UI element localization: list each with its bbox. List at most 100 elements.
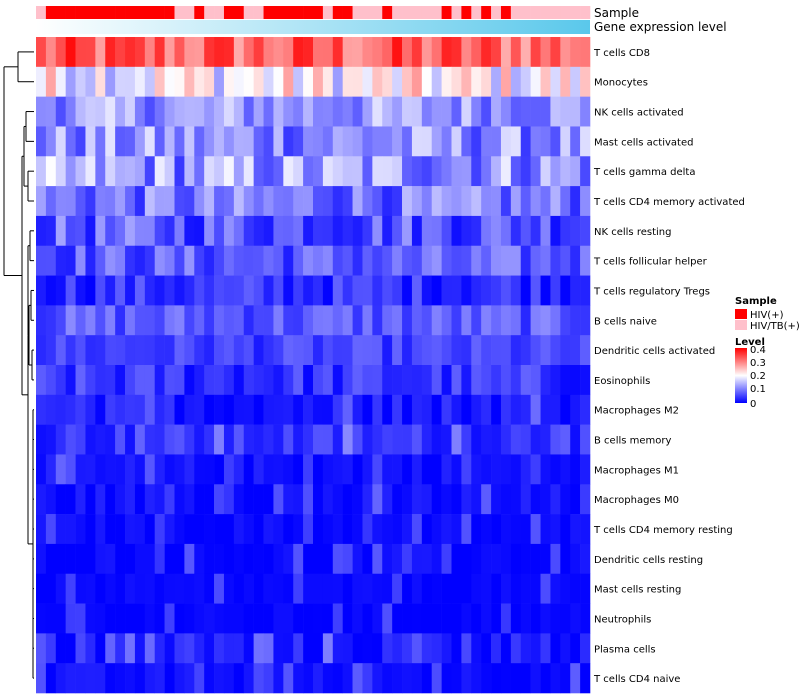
heatmap-cell	[233, 215, 245, 247]
heatmap-cell	[85, 96, 96, 127]
sample-annotation-cell	[134, 6, 146, 19]
row-labels: T cells CD8 Monocytes NK cells activated Ma…	[593, 48, 745, 685]
heatmap-cell	[313, 543, 324, 575]
heatmap-cell	[332, 37, 343, 68]
heatmap-cell	[580, 514, 591, 545]
sample-annotation-cell	[421, 6, 433, 19]
sample-annotation-cell	[154, 6, 165, 19]
heatmap-cell	[125, 484, 136, 515]
heatmap-cell	[36, 424, 47, 455]
heatmap-cell	[510, 573, 522, 604]
heatmap-cell	[352, 156, 363, 187]
heatmap-cell	[392, 365, 403, 396]
heatmap-cell	[382, 66, 393, 97]
heatmap-cell	[293, 603, 304, 634]
heatmap-cell	[273, 275, 284, 306]
heatmap-cell	[392, 156, 403, 187]
heatmap-cell	[411, 335, 423, 366]
heatmap-cell	[36, 484, 47, 515]
heatmap-cell	[174, 215, 185, 247]
heatmap-cell	[223, 454, 235, 485]
heatmap-cell	[500, 514, 512, 545]
heatmap-cell	[36, 126, 47, 157]
heatmap-cell	[402, 663, 413, 694]
heatmap-cell	[303, 156, 314, 187]
heatmap-cell	[144, 305, 156, 336]
heatmap-cell	[45, 365, 57, 396]
heatmap-cell	[491, 186, 502, 217]
heatmap-cell	[204, 454, 215, 485]
heatmap-cell	[204, 96, 215, 127]
heatmap-cell	[451, 633, 462, 664]
heatmap-cell	[313, 514, 324, 545]
heatmap-cell	[441, 633, 452, 664]
heatmap-cell	[461, 454, 472, 485]
heatmap-cell	[174, 96, 185, 127]
heatmap-cell	[570, 365, 581, 396]
heatmap-cell	[144, 186, 156, 217]
heatmap-cell	[510, 215, 522, 247]
heatmap-cell	[540, 96, 551, 127]
heatmap-cell	[273, 305, 284, 336]
heatmap-cell	[194, 245, 205, 276]
heatmap-cell	[481, 543, 492, 575]
heatmap-cell	[411, 454, 423, 485]
heatmap-cell	[322, 484, 334, 515]
heatmap-cell	[471, 275, 482, 306]
heatmap-cell	[85, 603, 96, 634]
heatmap-cell	[36, 96, 47, 127]
heatmap-cell	[510, 543, 522, 575]
sample-annotation-cell	[362, 6, 373, 19]
heatmap-cell	[481, 275, 492, 306]
heatmap-cell	[362, 365, 373, 396]
heatmap-cell	[313, 66, 324, 97]
heatmap-cell	[184, 633, 195, 664]
heatmap-cell	[45, 215, 57, 247]
heatmap-cell	[580, 305, 591, 336]
heatmap-cell	[560, 633, 571, 664]
heatmap-cell	[95, 633, 106, 664]
heatmap-cell	[580, 394, 591, 425]
sample-annotation-cell	[352, 6, 363, 19]
heatmap-cell	[402, 603, 413, 634]
heatmap-cell	[431, 454, 442, 485]
sample-annotation-cell	[164, 6, 175, 19]
heatmap-cell	[560, 365, 571, 396]
heatmap-cell	[560, 66, 571, 97]
heatmap-cell	[362, 543, 373, 575]
heatmap-cell	[402, 335, 413, 366]
heatmap-cell	[55, 365, 66, 396]
heatmap-cell	[451, 245, 462, 276]
heatmap-cell	[491, 215, 502, 247]
heatmap-cell	[421, 424, 433, 455]
heatmap-cell	[411, 365, 423, 396]
annotation-label-sample: Sample	[594, 6, 639, 20]
heatmap-cell	[372, 37, 383, 68]
heatmap-cell	[392, 603, 403, 634]
heatmap-cell	[75, 603, 86, 634]
sample-annotation-cell	[550, 6, 561, 19]
heatmap-cell	[75, 394, 86, 425]
heatmap-cell	[491, 543, 502, 575]
heatmap-cell	[85, 156, 96, 187]
heatmap-cell	[75, 66, 86, 97]
heatmap-cell	[273, 484, 284, 515]
heatmap-cell	[491, 394, 502, 425]
heatmap-cell	[45, 454, 57, 485]
row-dendrogram	[3, 51, 34, 679]
heatmap-cell	[243, 186, 254, 217]
heatmap-cell	[411, 603, 423, 634]
heatmap-cell	[431, 215, 442, 247]
heatmap-cell	[382, 424, 393, 455]
heatmap-cell	[461, 37, 472, 68]
heatmap-cell	[283, 603, 294, 634]
heatmap-cell	[174, 603, 185, 634]
heatmap-cell	[194, 603, 205, 634]
heatmap-cell	[382, 394, 393, 425]
sample-annotation-cell	[441, 6, 452, 19]
heatmap-cell	[441, 66, 452, 97]
heatmap-cell	[342, 484, 353, 515]
heatmap-cell	[520, 66, 531, 97]
heatmap-cell	[342, 96, 353, 127]
